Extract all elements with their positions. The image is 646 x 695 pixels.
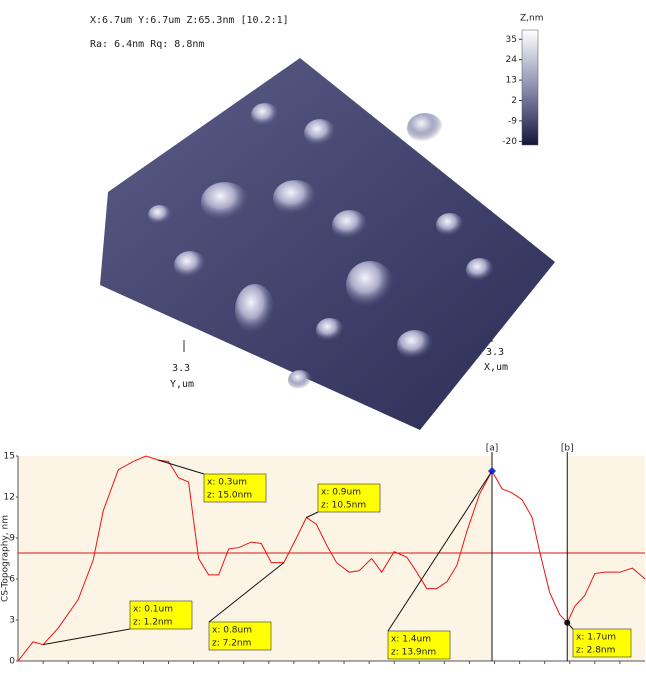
annotation-text: x: 0.9um: [321, 488, 361, 498]
annotation-text: x: 1.7um: [576, 633, 616, 643]
y-tick-label: 12: [4, 493, 15, 503]
title: X:6.7um Y:6.7um Z:65.3nm [10.2:1]: [90, 15, 289, 26]
x-axis-label: X,um: [484, 362, 508, 373]
annotation-text: z: 7.2nm: [212, 639, 251, 649]
y-tick-label: 0: [9, 657, 15, 667]
cursor-label: [b]: [561, 444, 574, 454]
colorbar-tick-label: 2: [511, 96, 517, 106]
annotation-text: z: 15.0nm: [207, 491, 252, 501]
cursor-region: [492, 456, 567, 661]
annotation-text: x: 0.1um: [133, 605, 173, 615]
subtitle: Ra: 6.4nm Rq: 8.8nm: [90, 39, 204, 50]
annotation-text: x: 0.8um: [212, 626, 252, 636]
y-tick-label: 3.3: [172, 363, 190, 374]
page: X:6.7um Y:6.7um Z:65.3nm [10.2:1] Ra: 6.…: [0, 0, 646, 691]
colorbar-tick-label: -9: [508, 116, 517, 126]
annotation-text: x: 1.4um: [391, 635, 431, 645]
y-tick-label: 3: [9, 616, 15, 626]
annotation-text: z: 13.9nm: [391, 648, 436, 658]
annotation-text: z: 1.2nm: [133, 618, 172, 628]
colorbar-tick-label: 35: [506, 35, 517, 45]
colorbar-tick-label: 24: [506, 55, 518, 65]
surface: [100, 58, 555, 430]
colorbar-title: Z,nm: [520, 14, 544, 24]
colorbar-tick-label: -20: [502, 137, 517, 147]
annotation-text: z: 10.5nm: [321, 501, 366, 511]
annotation-text: z: 2.8nm: [576, 646, 615, 656]
colorbar: [522, 30, 538, 145]
y-tick-label: 15: [4, 452, 15, 462]
cursor-label: [a]: [486, 444, 499, 454]
x-tick-label: 3.3: [486, 347, 504, 358]
y-axis-label: CS-Topography, nm: [1, 515, 11, 602]
y-axis-label: Y,um: [170, 379, 194, 390]
colorbar-tick-label: 13: [506, 76, 517, 86]
surface-view: X:6.7um Y:6.7um Z:65.3nm [10.2:1] Ra: 6.…: [90, 14, 555, 431]
annotation-text: x: 0.3um: [207, 478, 247, 488]
